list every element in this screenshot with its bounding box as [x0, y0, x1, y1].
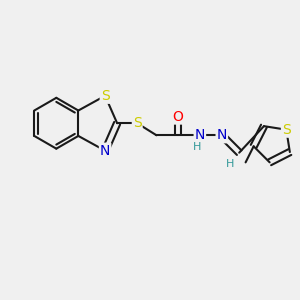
- Text: S: S: [101, 89, 110, 103]
- Text: O: O: [172, 110, 183, 124]
- Text: N: N: [195, 128, 205, 142]
- Text: H: H: [226, 159, 234, 169]
- Text: H: H: [193, 142, 201, 152]
- Text: S: S: [282, 123, 291, 137]
- Text: S: S: [133, 116, 142, 130]
- Text: N: N: [217, 128, 227, 142]
- Text: N: N: [100, 144, 110, 158]
